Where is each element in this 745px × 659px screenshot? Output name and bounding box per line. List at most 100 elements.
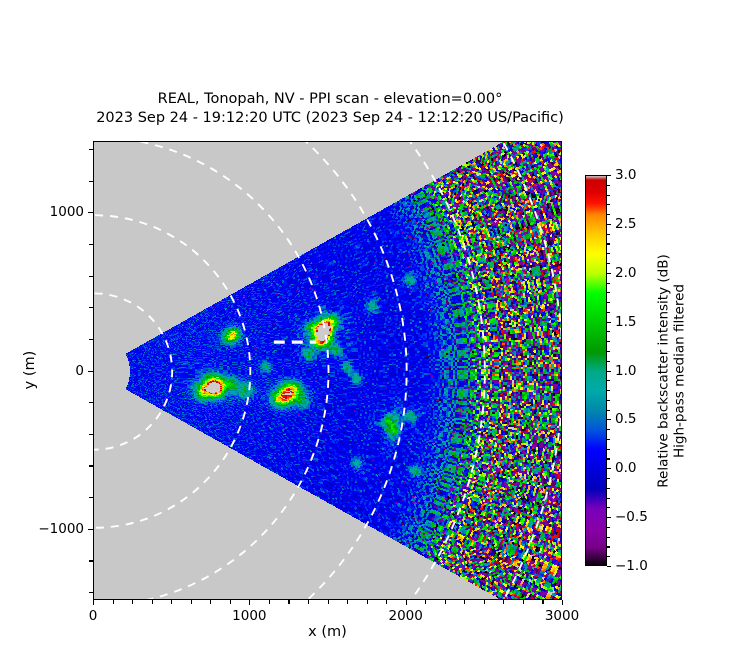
x-axis-minor-tick xyxy=(522,600,524,604)
colorbar-minor-tick xyxy=(607,194,611,196)
y-axis-minor-tick xyxy=(89,148,93,150)
colorbar-major-tick xyxy=(607,321,612,323)
colorbar-minor-tick xyxy=(607,497,611,499)
x-axis-minor-tick xyxy=(210,600,212,604)
x-axis-minor-tick xyxy=(503,600,505,604)
y-axis-label: y (m) xyxy=(22,350,38,390)
colorbar-minor-tick xyxy=(607,184,611,186)
colorbar-minor-tick xyxy=(607,233,611,235)
colorbar-minor-tick xyxy=(607,458,611,460)
x-axis-minor-tick xyxy=(190,600,192,604)
x-axis-minor-tick xyxy=(268,600,270,604)
colorbar-minor-tick xyxy=(607,399,611,401)
colorbar-minor-tick xyxy=(607,302,611,304)
y-axis-major-tick xyxy=(87,370,93,372)
colorbar-minor-tick xyxy=(607,360,611,362)
colorbar-minor-tick xyxy=(607,253,611,255)
y-axis-minor-tick xyxy=(89,497,93,499)
x-axis-minor-tick xyxy=(347,600,349,604)
colorbar-minor-tick xyxy=(607,204,611,206)
y-axis-minor-tick xyxy=(89,307,93,309)
colorbar-tick-label: 3.0 xyxy=(615,167,637,183)
y-axis-major-tick xyxy=(87,212,93,214)
colorbar-minor-tick xyxy=(607,526,611,528)
x-axis-minor-tick xyxy=(386,600,388,604)
colorbar-tick-label: 2.0 xyxy=(615,264,637,281)
x-axis-minor-tick xyxy=(288,600,290,604)
x-axis-minor-tick xyxy=(542,600,544,604)
colorbar-major-tick xyxy=(607,370,612,372)
y-axis-minor-tick xyxy=(89,592,93,594)
colorbar xyxy=(585,175,607,566)
x-axis-minor-tick xyxy=(112,600,114,604)
x-axis-minor-tick xyxy=(483,600,485,604)
colorbar-major-tick xyxy=(607,517,612,519)
y-axis-tick-label: 0 xyxy=(75,362,84,379)
colorbar-tick-label: −0.5 xyxy=(615,509,648,526)
colorbar-gradient xyxy=(586,176,606,565)
colorbar-label-line-1: Relative backscatter intensity (dB) xyxy=(655,254,672,488)
title-line-2: 2023 Sep 24 - 19:12:20 UTC (2023 Sep 24 … xyxy=(96,109,564,126)
colorbar-tick-label: 0.0 xyxy=(615,460,637,477)
colorbar-minor-tick xyxy=(607,478,611,480)
colorbar-minor-tick xyxy=(607,546,611,548)
x-axis-label: x (m) xyxy=(308,624,347,640)
plot-title: REAL, Tonopah, NV - PPI scan - elevation… xyxy=(0,90,660,128)
colorbar-minor-tick xyxy=(607,536,611,538)
colorbar-minor-tick xyxy=(607,214,611,216)
y-axis-minor-tick xyxy=(89,275,93,277)
colorbar-minor-tick xyxy=(607,282,611,284)
colorbar-tick-label: 2.5 xyxy=(615,215,637,232)
y-axis-minor-tick xyxy=(89,180,93,182)
x-axis-minor-tick xyxy=(229,600,231,604)
x-axis-minor-tick xyxy=(171,600,173,604)
colorbar-minor-tick xyxy=(607,507,611,509)
x-axis-major-tick xyxy=(93,600,95,606)
x-axis-major-tick xyxy=(405,600,407,606)
colorbar-tick-label: −1.0 xyxy=(615,558,648,574)
colorbar-minor-tick xyxy=(607,438,611,441)
colorbar-major-tick xyxy=(607,419,612,421)
x-axis-tick-label: 0 xyxy=(88,608,98,624)
colorbar-minor-tick xyxy=(607,556,611,558)
x-axis-minor-tick xyxy=(425,600,427,604)
colorbar-major-tick xyxy=(607,566,612,568)
title-line-1: REAL, Tonopah, NV - PPI scan - elevation… xyxy=(157,91,503,107)
x-axis-tick-label: 2000 xyxy=(388,608,423,624)
x-axis-minor-tick xyxy=(132,600,134,604)
colorbar-tick-label: 1.0 xyxy=(615,362,637,379)
colorbar-minor-tick xyxy=(607,262,611,265)
y-axis-minor-tick xyxy=(89,243,93,245)
colorbar-major-tick xyxy=(607,272,612,274)
colorbar-minor-tick xyxy=(607,243,611,245)
colorbar-minor-tick xyxy=(607,448,611,450)
colorbar-minor-tick xyxy=(607,311,611,313)
x-axis-minor-tick xyxy=(151,600,153,604)
x-axis-minor-tick xyxy=(444,600,446,604)
x-axis-major-tick xyxy=(562,600,564,606)
x-axis-minor-tick xyxy=(327,600,329,604)
x-axis-minor-tick xyxy=(307,600,310,604)
colorbar-minor-tick xyxy=(607,341,611,343)
y-axis-minor-tick xyxy=(89,560,93,562)
y-axis-minor-tick xyxy=(89,402,93,404)
colorbar-label-line-2: High-pass median filtered xyxy=(672,284,688,458)
colorbar-minor-tick xyxy=(607,487,611,489)
x-axis-minor-tick xyxy=(464,600,466,604)
colorbar-minor-tick xyxy=(607,409,611,411)
colorbar-major-tick xyxy=(607,468,612,470)
y-axis-major-tick xyxy=(87,528,93,530)
colorbar-major-tick xyxy=(607,223,612,225)
colorbar-minor-tick xyxy=(607,390,611,392)
colorbar-minor-tick xyxy=(607,380,611,382)
y-axis-tick-label: −1000 xyxy=(38,520,84,537)
y-axis-tick-label: 1000 xyxy=(49,204,84,221)
ppi-radar-image xyxy=(94,142,561,599)
x-axis-tick-label: 1000 xyxy=(232,608,267,624)
y-axis-minor-tick xyxy=(89,465,93,467)
x-axis-minor-tick xyxy=(366,600,368,604)
colorbar-tick-label: 1.5 xyxy=(615,313,637,330)
colorbar-minor-tick xyxy=(607,331,611,333)
ppi-plot-axes xyxy=(93,141,562,600)
colorbar-minor-tick xyxy=(607,429,611,431)
